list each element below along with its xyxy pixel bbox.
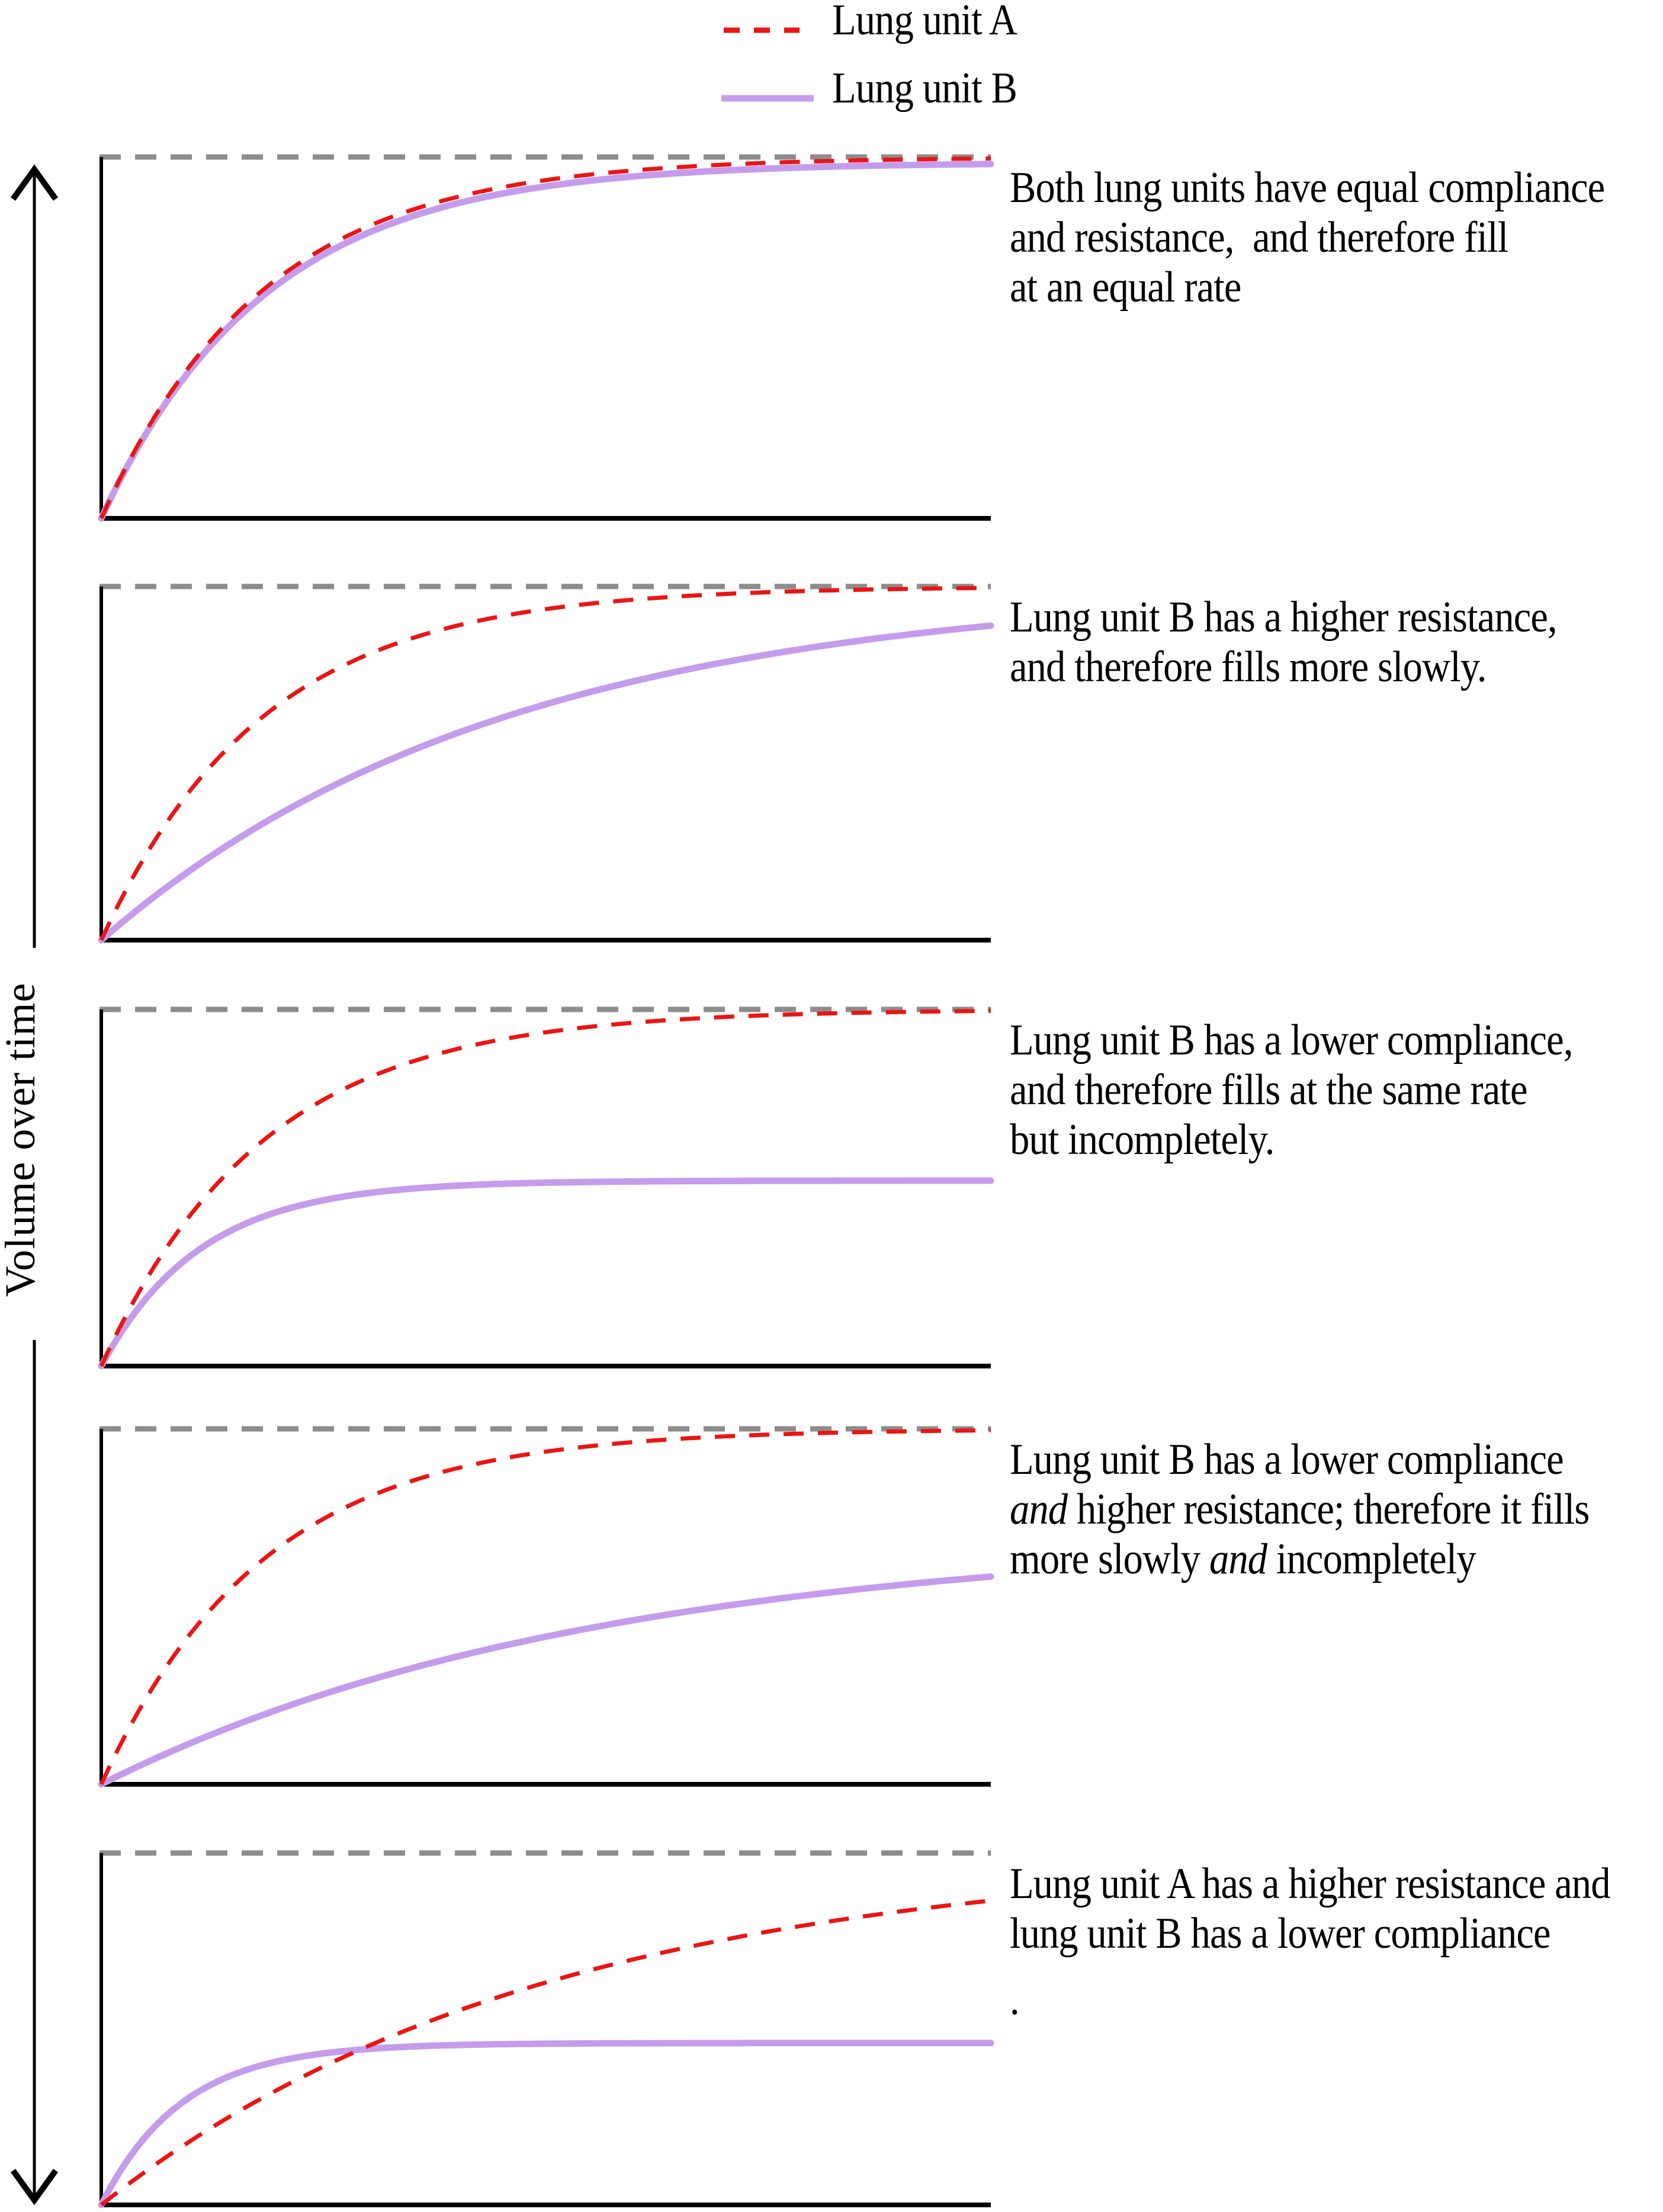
panel-4-chart [98,1426,994,1788]
caption-line: Lung unit B has a lower compliance, [1010,1016,1573,1065]
caption-panel-4: Lung unit B has a lower compliance and h… [1010,1435,1628,1584]
caption-line: lung unit B has a lower compliance [1010,1909,1551,1958]
caption-line: at an equal rate [1010,263,1241,312]
panel-1-chart [98,154,994,522]
caption-emphasis: and [1209,1535,1267,1583]
arrow-head-up-icon [10,164,59,201]
caption-line: and higher resistance; therefore it fill… [1010,1485,1628,1534]
curve-lung-unit-a [99,585,991,941]
caption-line: Both lung units have equal compliance [1010,164,1605,212]
curve-lung-unit-a [99,156,991,520]
caption-line: and resistance, and therefore fill [1010,213,1508,262]
legend-label-lung-b: Lung unit B [832,64,1017,113]
caption-panel-2: Lung unit B has a higher resistance, and… [1010,592,1628,692]
panel-5-chart [98,1850,994,2208]
caption-line: and therefore fills at the same rate [1010,1066,1528,1114]
caption-line: Lung unit A has a higher resistance and [1010,1860,1610,1908]
curve-lung-unit-a [99,1428,991,1785]
curve-lung-unit-b [98,2040,994,2208]
caption-panel-3: Lung unit B has a lower compliance, and … [1010,1015,1628,1165]
legend-swatch-lung-b [721,95,814,102]
panel-3-lower-compliance-b [98,1006,994,1370]
caption-text: higher resistance; therefore it fills [1067,1485,1590,1534]
panel-4-lower-compliance-higher-resistance-b [98,1425,994,1788]
caption-line: Lung unit B has a lower compliance [1010,1435,1564,1484]
panel-5-higher-resistance-a-lower-compliance-b [98,1849,994,2208]
caption-text: more slowly [1010,1535,1209,1583]
y-axis-label: Volume over time [0,982,44,1297]
caption-panel-1: Both lung units have equal compliance an… [1010,163,1628,312]
curve-lung-unit-b [98,622,994,944]
volume-axis-arrow [10,164,59,2205]
curve-lung-unit-a [99,1009,991,1367]
caption-text: incompletely [1267,1535,1476,1583]
legend-label-lung-a: Lung unit A [832,0,1017,44]
caption-panel-5: Lung unit A has a higher resistance and … [1010,1859,1628,2025]
curve-lung-unit-a [99,1898,991,2207]
arrow-head-down-icon [10,2169,59,2205]
caption-line: Lung unit B has a higher resistance, [1010,593,1558,642]
caption-line: but incompletely. [1010,1115,1274,1164]
panel-1-equal-compliance-resistance [98,153,994,522]
panel-2-higher-resistance-b [98,583,994,944]
panel-3-chart [98,1006,994,1370]
caption-line: and therefore fills more slowly. [1010,643,1487,691]
curve-lung-unit-b [98,1177,994,1370]
caption-line: more slowly and incompletely [1010,1534,1628,1584]
legend-swatch-lung-a [724,27,800,33]
curve-lung-unit-b [98,1573,994,1788]
caption-emphasis: and [1010,1485,1068,1534]
caption-line: . [1010,1976,1020,2024]
curve-lung-unit-b [98,161,994,522]
panel-2-chart [98,584,994,944]
